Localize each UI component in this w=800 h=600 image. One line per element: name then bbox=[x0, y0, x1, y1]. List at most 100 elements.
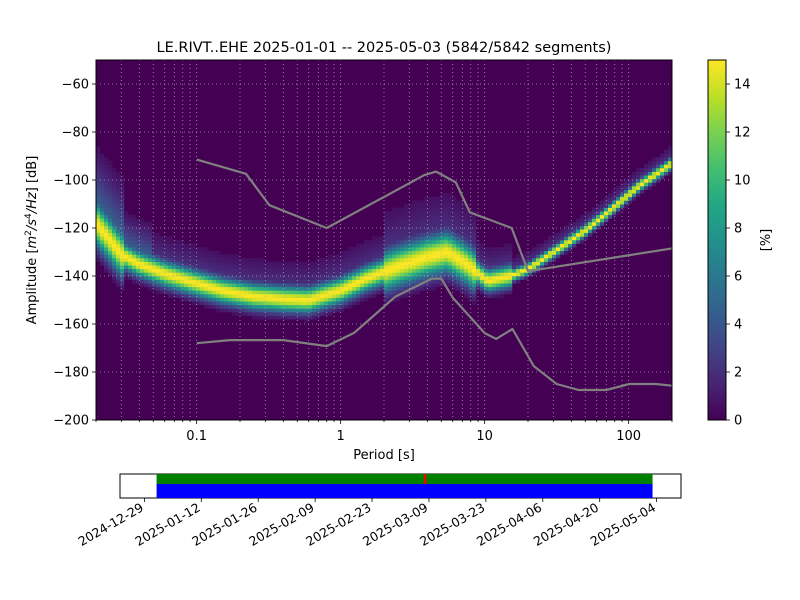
density-cell bbox=[160, 236, 165, 241]
density-cell bbox=[384, 265, 389, 270]
density-cell bbox=[412, 240, 417, 244]
density-cell bbox=[460, 243, 465, 248]
density-cell bbox=[396, 283, 401, 288]
density-cell bbox=[484, 254, 489, 259]
density-cell bbox=[424, 222, 429, 226]
density-cell bbox=[408, 240, 413, 244]
density-cell bbox=[240, 294, 245, 298]
density-cell bbox=[432, 272, 437, 277]
density-cell bbox=[244, 297, 249, 302]
density-cell bbox=[124, 272, 129, 277]
density-cell bbox=[168, 258, 173, 262]
density-cell bbox=[488, 283, 493, 288]
density-cell bbox=[432, 265, 437, 270]
density-cell bbox=[188, 276, 193, 280]
density-cell bbox=[400, 207, 405, 212]
density-cell bbox=[272, 283, 277, 288]
density-cell bbox=[368, 294, 373, 298]
density-cell bbox=[344, 304, 349, 309]
density-cell bbox=[468, 232, 473, 237]
density-cell bbox=[640, 175, 645, 180]
density-cell bbox=[484, 279, 489, 284]
density-cell bbox=[644, 164, 649, 169]
density-cell bbox=[328, 279, 333, 284]
density-cell bbox=[584, 211, 589, 216]
density-cell bbox=[296, 283, 301, 288]
density-cell bbox=[236, 254, 241, 259]
density-cell bbox=[364, 294, 369, 298]
density-cell bbox=[476, 261, 481, 266]
density-cell bbox=[328, 265, 333, 270]
density-cell bbox=[416, 232, 421, 237]
density-cell bbox=[432, 247, 437, 252]
density-cell bbox=[148, 243, 153, 248]
density-cell bbox=[556, 254, 561, 259]
density-cell bbox=[180, 261, 185, 266]
density-cell bbox=[436, 204, 441, 208]
density-cell bbox=[100, 225, 105, 230]
density-cell bbox=[456, 279, 461, 284]
density-cell bbox=[200, 272, 205, 277]
density-cell bbox=[472, 232, 477, 237]
density-cell bbox=[196, 279, 201, 284]
density-cell bbox=[208, 276, 213, 280]
density-cell bbox=[168, 276, 173, 280]
density-cell bbox=[180, 279, 185, 284]
density-cell bbox=[424, 240, 429, 244]
density-cell bbox=[508, 261, 513, 266]
density-cell bbox=[468, 254, 473, 259]
density-cell bbox=[104, 225, 109, 230]
density-cell bbox=[384, 222, 389, 226]
density-cell bbox=[496, 283, 501, 288]
density-cell bbox=[436, 268, 441, 273]
density-cell bbox=[568, 229, 573, 234]
density-cell bbox=[320, 261, 325, 266]
density-cell bbox=[440, 222, 445, 226]
density-cell bbox=[180, 240, 185, 244]
density-cell bbox=[492, 265, 497, 270]
density-cell bbox=[428, 258, 433, 262]
density-cell bbox=[144, 258, 149, 262]
density-cell bbox=[104, 168, 109, 172]
density-cell bbox=[504, 247, 509, 252]
density-cell bbox=[564, 240, 569, 244]
density-cell bbox=[484, 276, 489, 280]
density-cell bbox=[412, 214, 417, 219]
density-cell bbox=[348, 297, 353, 302]
density-cell bbox=[384, 254, 389, 259]
density-cell bbox=[184, 250, 189, 255]
density-cell bbox=[548, 254, 553, 259]
density-cell bbox=[392, 236, 397, 241]
density-cell bbox=[176, 286, 181, 291]
density-cell bbox=[120, 196, 125, 201]
density-cell bbox=[388, 272, 393, 277]
density-cell bbox=[104, 182, 109, 187]
density-cell bbox=[384, 294, 389, 298]
density-cell bbox=[332, 272, 337, 277]
density-cell bbox=[204, 258, 209, 262]
density-cell bbox=[432, 258, 437, 262]
density-cell bbox=[128, 236, 133, 241]
density-cell bbox=[376, 261, 381, 266]
density-cell bbox=[132, 247, 137, 252]
density-cell bbox=[432, 286, 437, 291]
density-cell bbox=[328, 301, 333, 306]
density-cell bbox=[248, 283, 253, 288]
density-cell bbox=[116, 207, 121, 212]
density-cell bbox=[424, 236, 429, 241]
density-cell bbox=[496, 279, 501, 284]
density-cell bbox=[468, 297, 473, 302]
density-cell bbox=[596, 211, 601, 216]
density-cell bbox=[400, 286, 405, 291]
density-cell bbox=[420, 279, 425, 284]
density-cell bbox=[132, 272, 137, 277]
density-cell bbox=[356, 272, 361, 277]
density-cell bbox=[320, 290, 325, 295]
density-cell bbox=[632, 189, 637, 194]
density-cell bbox=[404, 286, 409, 291]
density-cell bbox=[408, 290, 413, 295]
density-cell bbox=[268, 265, 273, 270]
density-cell bbox=[356, 286, 361, 291]
density-cell bbox=[260, 304, 265, 309]
density-cell bbox=[440, 207, 445, 212]
